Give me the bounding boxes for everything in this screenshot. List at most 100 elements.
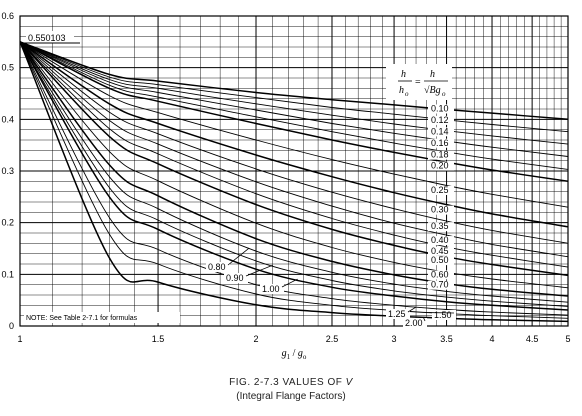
legend-eq: = [415, 77, 421, 88]
series-line [20, 41, 568, 145]
series-line [20, 41, 568, 170]
series-line [20, 41, 568, 323]
leader-line [227, 247, 250, 266]
curve-label-bg [428, 115, 454, 125]
curve-labels: 0.10 0.120.14 0.16 0.180.20 0.25 0.30 0.35 0.40… [206, 103, 456, 328]
x-tick-label: 5 [565, 334, 570, 344]
series-line [20, 41, 568, 303]
curve-label-bg [206, 262, 230, 272]
note-box: NOTE: See Table 2-7.1 for formulas [24, 312, 180, 323]
curve-label-bg [428, 127, 454, 137]
y-tick-label: 0.1 [1, 269, 14, 279]
legend-ho: h [399, 85, 404, 96]
chart-subtitle: (Integral Flange Factors) [236, 391, 346, 402]
series-line [20, 41, 568, 183]
legend-rhs-num: h [430, 69, 435, 80]
curve-label: 0.80 [208, 262, 226, 272]
x-tick-label: 1.5 [152, 334, 165, 344]
note-text: NOTE: See Table 2-7.1 for formulas [26, 315, 138, 322]
curve-label-bg [428, 161, 454, 171]
curves [20, 41, 568, 323]
curve-label: 0.16 [431, 138, 449, 148]
series-line [20, 41, 568, 244]
legend-h: h [401, 69, 406, 80]
legend-rhs-den: √Bg [424, 85, 441, 96]
x-tick-label: 2 [254, 334, 259, 344]
leader-line [245, 264, 273, 277]
x-tick-label: 2.5 [326, 334, 339, 344]
curve-label: 0.20 [431, 161, 449, 171]
curve-label-bg [428, 256, 454, 266]
curve-label-bg [403, 318, 427, 328]
start-value-annotation: 0.550103 [24, 31, 80, 44]
curve-label: 2.00 [405, 318, 423, 328]
series-line [20, 41, 568, 268]
series-line [20, 41, 568, 289]
series-line [20, 41, 568, 208]
curve-label-bg [428, 150, 454, 160]
curve-label: 0.25 [431, 185, 449, 195]
curve-label-bg [260, 284, 284, 294]
curve-label-bg [428, 185, 454, 195]
start-value-label: 0.550103 [28, 33, 66, 43]
series-line [20, 41, 568, 297]
series-line [20, 41, 568, 133]
x-axis-label: g1 / go [282, 348, 307, 361]
ticks: 1 1.5 2 2.5 3 3.5 4 4.5 5 0 0.1 0.2 0.3 0.4 0.5 0.6 [1, 11, 570, 344]
series-line [20, 41, 568, 228]
curve-label: 0.45 [431, 246, 449, 256]
curve-label-bg [224, 273, 248, 283]
curve-label: 0.10 [431, 103, 449, 113]
x-tick-label: 1 [17, 334, 22, 344]
series-line [20, 41, 568, 316]
x-tick-label: 4 [490, 334, 495, 344]
curve-label-bg [428, 280, 454, 290]
curve-label-bg [428, 104, 454, 114]
curve-label-bg [432, 310, 456, 320]
curve-label: 1.25 [388, 309, 406, 319]
curve-label: 0.35 [431, 221, 449, 231]
curve-label: 0.70 [431, 280, 449, 290]
y-tick-label: 0.4 [1, 114, 14, 124]
series-line [20, 41, 568, 258]
curve-label: 1.00 [262, 284, 280, 294]
legend-heading: h h o = h √Bg o [386, 64, 452, 100]
curve-label-bg [428, 246, 454, 256]
y-tick-label: 0 [9, 321, 14, 331]
curve-label-bg [428, 222, 454, 232]
curve-label: 0.14 [431, 126, 449, 136]
leader-line [423, 317, 426, 322]
y-tick-label: 0.5 [1, 63, 14, 73]
curve-label: 0.60 [431, 269, 449, 279]
leader-line [281, 278, 298, 288]
curve-label: 0.90 [226, 273, 244, 283]
curve-label-bg [386, 309, 410, 319]
chart-title: FIG. 2-7.3 VALUES OF V [229, 377, 353, 388]
series-line [20, 41, 568, 319]
curve-label-bg [428, 205, 454, 215]
series-line [20, 41, 568, 157]
curve-label: 0.40 [431, 235, 449, 245]
curve-label-bg [428, 270, 454, 280]
curve-label: 0.50 [431, 255, 449, 265]
curve-label: 1.50 [434, 310, 452, 320]
series-line [20, 41, 568, 121]
legend-ho-sub: o [405, 90, 409, 98]
x-tick-label: 3.5 [440, 334, 453, 344]
curve-label-bg [428, 138, 454, 148]
y-tick-label: 0.3 [1, 166, 14, 176]
x-tick-label: 4.5 [526, 334, 539, 344]
curve-label: 0.30 [431, 205, 449, 215]
y-tick-label: 0.6 [1, 11, 14, 21]
series-line [20, 41, 568, 277]
curve-label-bg [428, 236, 454, 246]
y-tick-label: 0.2 [1, 218, 14, 228]
leader-line [407, 306, 417, 313]
series-line [20, 41, 568, 311]
x-tick-label: 3 [392, 334, 397, 344]
curve-label: 0.12 [431, 115, 449, 125]
series-line [20, 41, 568, 307]
curve-label: 0.18 [431, 150, 449, 160]
legend-rhs-den-sub: o [442, 90, 446, 98]
